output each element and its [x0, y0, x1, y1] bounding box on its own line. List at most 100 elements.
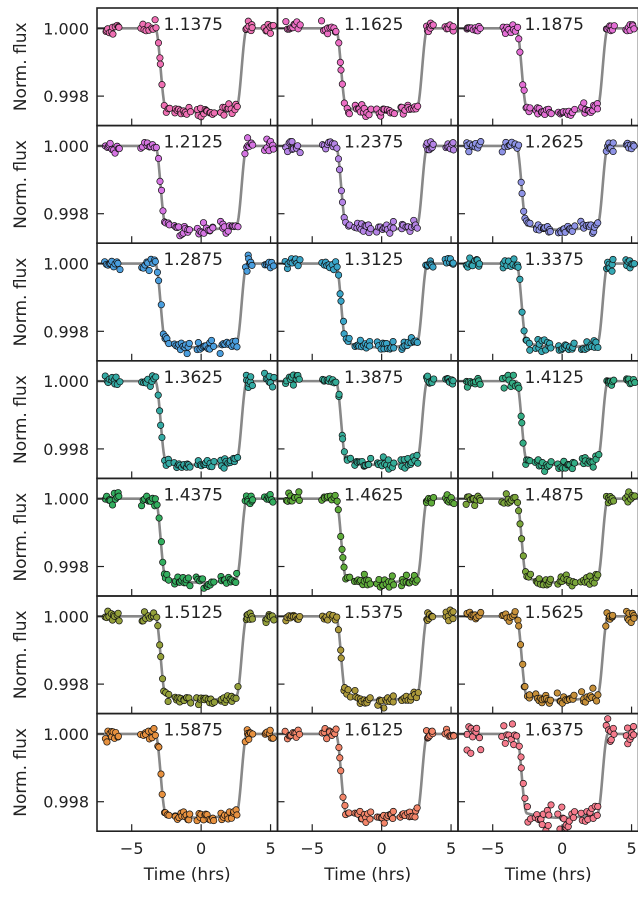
wavelength-label: 1.6375: [525, 721, 584, 741]
data-point: [269, 262, 278, 270]
data-point: [157, 421, 165, 429]
data-point: [158, 81, 166, 89]
data-point: [210, 457, 218, 466]
data-point: [515, 384, 523, 392]
wavelength-label: 1.2875: [164, 250, 223, 270]
data-point: [428, 727, 436, 735]
data-point: [336, 754, 344, 762]
data-point: [114, 732, 122, 740]
data-point: [185, 339, 193, 347]
panel: 1.2625: [457, 124, 638, 244]
data-point: [449, 259, 457, 267]
panel: 1.5125 0.998 1.000 Norm. flux: [11, 595, 279, 715]
data-point: [380, 819, 388, 827]
data-point: [500, 384, 508, 392]
data-point: [154, 391, 162, 399]
data-point: [294, 142, 302, 150]
data-point: [340, 563, 348, 571]
data-point: [594, 691, 602, 699]
data-point: [345, 110, 353, 118]
data-point: [593, 811, 601, 819]
data-point: [339, 554, 347, 562]
transit-model-line: [97, 732, 278, 820]
data-point: [607, 736, 615, 744]
data-point: [520, 207, 528, 215]
x-tick-label: 5: [626, 839, 636, 858]
wavelength-label: 1.4375: [164, 485, 223, 505]
data-point: [602, 622, 610, 630]
transit-model-line: [458, 379, 638, 467]
data-point: [340, 448, 348, 456]
data-point: [630, 25, 638, 33]
data-point: [210, 109, 218, 117]
data-point: [476, 497, 485, 505]
data-point: [153, 268, 161, 276]
data-point: [570, 339, 578, 347]
wavelength-label: 1.3125: [344, 250, 403, 270]
data-point: [295, 375, 303, 383]
data-point: [294, 262, 302, 270]
data-point: [152, 373, 160, 381]
data-point: [589, 463, 597, 471]
data-point: [570, 459, 579, 467]
transit-model-line: [277, 732, 458, 820]
data-point: [571, 808, 579, 816]
y-axis-label: Norm. flux: [11, 728, 31, 817]
data-point: [430, 493, 438, 502]
y-tick-label: 0.998: [43, 793, 89, 812]
data-point: [335, 743, 343, 752]
data-point: [380, 704, 388, 712]
data-point: [248, 24, 256, 32]
data-point: [520, 86, 528, 94]
transit-model-line: [458, 27, 638, 114]
data-point: [476, 24, 484, 32]
panel: 1.6125 −5 0 5 Time (hrs): [276, 712, 459, 885]
data-point: [151, 16, 159, 24]
data-point: [334, 506, 342, 514]
data-point: [515, 742, 523, 750]
y-tick-label: 1.000: [43, 490, 89, 509]
panel: 1.1375 0.998 1.000 Norm. flux: [11, 7, 279, 127]
data-point: [152, 143, 160, 152]
transit-model-line: [97, 379, 278, 467]
data-point: [186, 582, 194, 590]
data-point: [337, 297, 345, 305]
transit-model-line: [97, 27, 278, 114]
data-point: [525, 691, 533, 699]
data-point: [152, 24, 160, 32]
data-point: [515, 141, 523, 149]
data-point: [282, 18, 290, 26]
data-point: [114, 259, 122, 267]
data-point: [519, 779, 527, 787]
data-point: [629, 722, 638, 731]
data-point: [544, 821, 552, 830]
data-point: [593, 105, 602, 113]
y-tick-label: 0.998: [43, 440, 89, 459]
data-point: [519, 660, 527, 668]
data-point: [296, 612, 304, 621]
data-point: [364, 461, 373, 469]
data-point: [513, 732, 521, 740]
wavelength-label: 1.5625: [525, 603, 584, 623]
data-point: [521, 794, 529, 802]
data-point: [199, 575, 207, 583]
data-point: [609, 255, 617, 263]
data-point: [270, 616, 278, 624]
data-point: [216, 349, 224, 358]
panel: 1.4625: [276, 477, 459, 597]
data-point: [338, 545, 346, 553]
data-point: [247, 373, 255, 381]
wavelength-label: 1.1875: [525, 15, 584, 35]
data-point: [521, 683, 529, 691]
data-point: [248, 381, 256, 390]
data-point: [413, 804, 421, 812]
data-point: [157, 653, 165, 661]
data-point: [465, 148, 473, 156]
transit-model-line: [277, 144, 458, 232]
data-point: [154, 622, 162, 630]
data-point: [430, 375, 438, 383]
data-point: [366, 342, 374, 350]
data-point: [389, 224, 397, 232]
data-point: [157, 770, 165, 778]
data-point: [269, 383, 277, 391]
